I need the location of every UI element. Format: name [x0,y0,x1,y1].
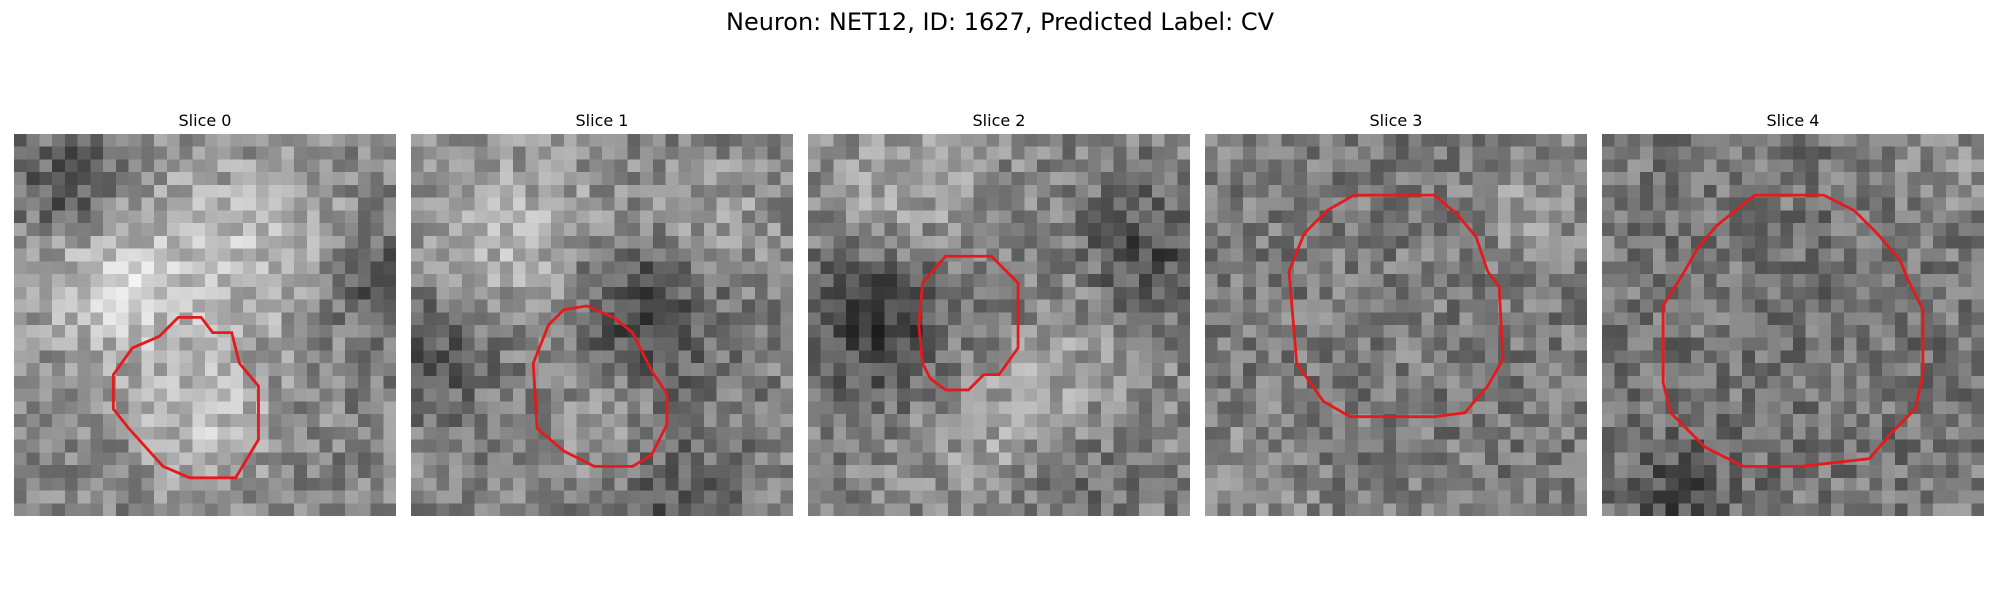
slice-image-4 [1602,134,1984,516]
slice-image-0 [14,134,396,516]
slice-title-2: Slice 2 [808,108,1190,134]
slice-title-0: Slice 0 [14,108,396,134]
slice-image-2 [808,134,1190,516]
slice-title-3: Slice 3 [1205,108,1587,134]
figure-title: Neuron: NET12, ID: 1627, Predicted Label… [0,8,2000,36]
slice-title-4: Slice 4 [1602,108,1984,134]
slice-panel-3: Slice 3 [1205,108,1587,516]
slice-panel-4: Slice 4 [1602,108,1984,516]
slice-panel-1: Slice 1 [411,108,793,516]
slice-title-1: Slice 1 [411,108,793,134]
slice-image-3 [1205,134,1587,516]
slice-panel-0: Slice 0 [14,108,396,516]
slice-panel-2: Slice 2 [808,108,1190,516]
slice-image-1 [411,134,793,516]
